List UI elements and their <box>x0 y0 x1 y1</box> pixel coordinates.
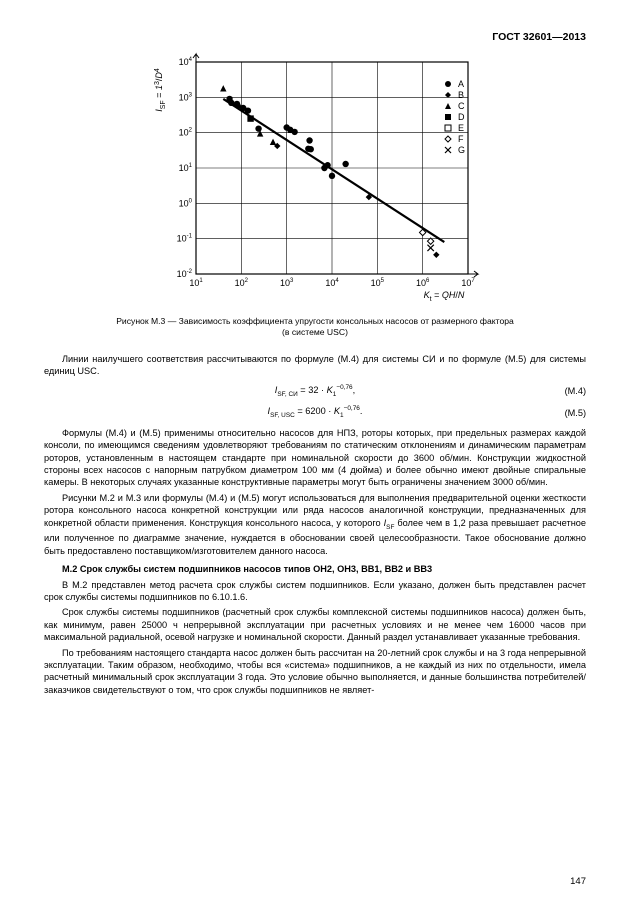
svg-text:E: E <box>458 123 464 133</box>
equation-m5: ISF, USC = 6200 · K1−0,76. (М.5) <box>44 405 586 421</box>
svg-text:Kt = QH/N: Kt = QH/N <box>424 290 465 303</box>
para-3: Рисунки М.2 и М.3 или формулы (М.4) и (М… <box>44 492 586 557</box>
svg-text:102: 102 <box>179 128 193 138</box>
svg-text:100: 100 <box>179 199 193 209</box>
page-number: 147 <box>570 876 586 889</box>
svg-text:ISF = 13/D4: ISF = 13/D4 <box>154 68 167 112</box>
caption-line1: Рисунок М.3 — Зависимость коэффициента у… <box>116 316 514 326</box>
svg-text:D: D <box>458 112 465 122</box>
scatter-chart: 10110210310410510610710-210-110010110210… <box>150 52 480 304</box>
svg-text:104: 104 <box>325 278 339 288</box>
svg-text:101: 101 <box>179 163 193 173</box>
svg-text:B: B <box>458 90 464 100</box>
svg-text:10-1: 10-1 <box>177 234 193 244</box>
para-6: По требованиям настоящего стандарта насо… <box>44 647 586 697</box>
para-2: Формулы (М.4) и (М.5) применимы относите… <box>44 427 586 489</box>
eq-tag: (М.4) <box>565 385 586 397</box>
svg-text:101: 101 <box>189 278 203 288</box>
section-m2-title: М.2 Срок службы систем подшипников насос… <box>44 563 586 575</box>
caption-line2: (в системе USC) <box>282 327 348 337</box>
svg-text:107: 107 <box>461 278 475 288</box>
doc-header: ГОСТ 32601—2013 <box>44 30 586 44</box>
para-4: В М.2 представлен метод расчета срок слу… <box>44 579 586 604</box>
svg-text:F: F <box>458 134 464 144</box>
eq-tag: (М.5) <box>565 407 586 419</box>
svg-text:105: 105 <box>371 278 385 288</box>
figure-caption: Рисунок М.3 — Зависимость коэффициента у… <box>44 316 586 339</box>
svg-text:A: A <box>458 79 464 89</box>
eq-body: ISF, USC = 6200 · K1−0,76. <box>268 405 363 421</box>
para-5: Срок службы системы подшипников (расчетн… <box>44 606 586 643</box>
svg-text:C: C <box>458 101 465 111</box>
eq-body: ISF, СИ = 32 · K1−0,76, <box>275 384 355 400</box>
svg-text:G: G <box>458 145 465 155</box>
svg-text:102: 102 <box>235 278 249 288</box>
svg-text:103: 103 <box>280 278 294 288</box>
equation-m4: ISF, СИ = 32 · K1−0,76, (М.4) <box>44 384 586 400</box>
svg-text:106: 106 <box>416 278 430 288</box>
svg-text:104: 104 <box>179 57 193 67</box>
figure-m3: 10110210310410510610710-210-110010110210… <box>44 52 586 307</box>
svg-text:103: 103 <box>179 93 193 103</box>
para-1: Линии наилучшего соответствия рассчитыва… <box>44 353 586 378</box>
page: ГОСТ 32601—2013 101 102 103 104 105 106 107 10-… <box>0 0 630 913</box>
